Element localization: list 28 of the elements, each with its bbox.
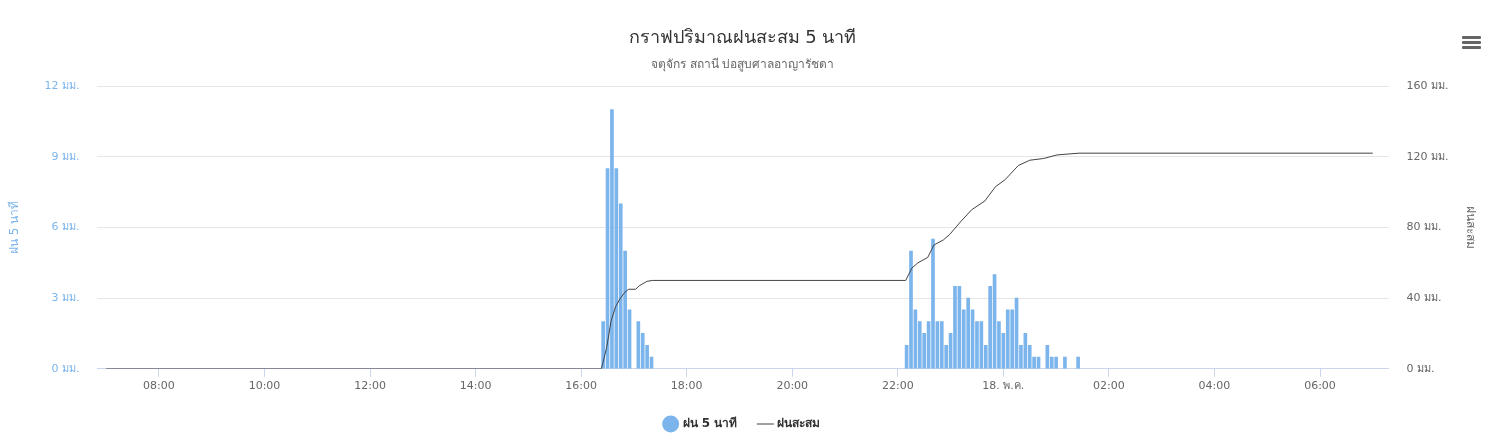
x-tick-label: 02:00	[1093, 379, 1125, 393]
chart-subtitle: จตุจักร สถานี บ่อสูบศาลอาญารัชดา	[650, 56, 835, 72]
x-tick-label: 10:00	[248, 379, 281, 393]
x-tick-label: 18. พ.ค.	[982, 379, 1025, 393]
x-tick-label: 08:00	[143, 379, 175, 393]
y-tick-label: 9 มม.	[51, 149, 80, 163]
y-axis-title: ฝน 5 นาที	[7, 200, 22, 255]
x-tick-label: 18:00	[670, 379, 703, 393]
chart-title: กราฟปริมาณฝนสะสม 5 นาที	[628, 26, 857, 48]
y2-tick-label: 40 มม.	[1406, 290, 1442, 304]
y2-tick-label: 160 มม.	[1406, 78, 1449, 92]
y2-tick-label: 0 มม.	[1406, 361, 1435, 375]
x-tick-label: 12:00	[354, 379, 386, 393]
x-tick-label: 16:00	[565, 379, 598, 393]
y-tick-label: 3 มม.	[51, 290, 80, 304]
y2-axis-title: ฝนสะสม	[1463, 205, 1478, 249]
y-tick-label: 6 มม.	[51, 220, 80, 234]
y-tick-label: 12 มม.	[44, 78, 80, 92]
x-tick-label: 04:00	[1198, 379, 1231, 393]
y-tick-label: 0 มม.	[51, 361, 80, 375]
x-tick-label: 22:00	[881, 379, 914, 393]
x-tick-label: 20:00	[776, 379, 809, 393]
x-tick-label: 06:00	[1304, 379, 1336, 393]
legend-label: ฝน 5 นาที	[682, 416, 738, 431]
legend-label: ฝนสะสม	[777, 416, 821, 431]
y2-tick-label: 120 มม.	[1406, 149, 1449, 163]
y2-tick-label: 80 มม.	[1406, 220, 1442, 234]
x-tick-label: 14:00	[459, 379, 492, 393]
